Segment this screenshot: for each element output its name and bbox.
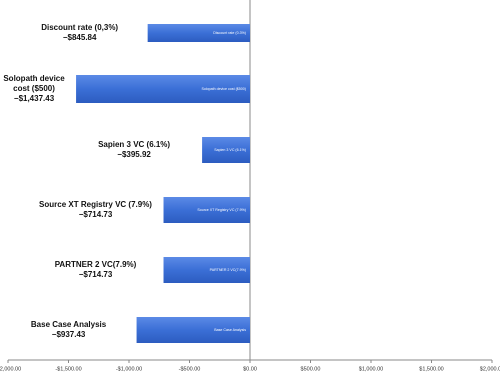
value-label: −$714.73 (78, 270, 113, 279)
bar (76, 75, 250, 103)
category-label-group: Sapien 3 VC (6.1%) −$395.92 (74, 140, 194, 160)
bar-label: Base Case Analysis (214, 328, 246, 332)
x-tick-label: $2,000.00 (480, 366, 500, 372)
value-label: −$395.92 (117, 150, 151, 159)
category-label: PARTNER 2 VC(7.9%) (54, 260, 137, 269)
value-label: −$937.43 (51, 330, 86, 339)
category-label-group: Solopath device cost ($500) −$1,437.43 (0, 74, 68, 104)
bar-label: PARTNER 2 VC(7.9%) (210, 268, 246, 272)
bar (147, 24, 250, 42)
category-label: Solopath device cost ($500) (3, 74, 65, 93)
bar (136, 317, 250, 343)
value-label: −$1,437.43 (13, 94, 55, 103)
category-label: Source XT Registry VC (7.9%) (39, 200, 152, 209)
category-label-group: PARTNER 2 VC(7.9%) −$714.73 (36, 260, 156, 280)
x-tick-label: -$500.00 (179, 366, 201, 372)
value-label: −$845.84 (62, 33, 97, 42)
category-label: Sapien 3 VC (6.1%) (98, 140, 171, 149)
x-tick-label: $500.00 (301, 366, 321, 372)
bar (163, 257, 250, 283)
bar-label: Sapien 3 VC (6.1%) (214, 148, 246, 152)
x-tick-label: -$2,000.00 (0, 366, 21, 372)
x-tick-label: $1,000.00 (359, 366, 383, 372)
category-label: Discount rate (0,3%) (41, 23, 119, 32)
x-tick-label: $0.00 (243, 366, 257, 372)
bar-label: Source XT Registry VC (7.9%) (197, 208, 246, 212)
category-label-group: Base Case Analysis −$937.43 (9, 320, 129, 340)
bar (163, 197, 250, 223)
category-label-group: Source XT Registry VC (7.9%) −$714.73 (36, 200, 156, 220)
category-label: Base Case Analysis (30, 320, 107, 329)
x-tick-label: $1,500.00 (419, 366, 443, 372)
value-label: −$714.73 (78, 210, 113, 219)
bar-label: Discount rate (0.3%) (213, 31, 246, 35)
bar-label: Solopath device cost ($500) (201, 87, 246, 91)
category-label-group: Discount rate (0,3%) −$845.84 (20, 23, 140, 43)
x-tick-label: -$1,000.00 (116, 366, 142, 372)
x-tick-label: -$1,500.00 (55, 366, 81, 372)
bar (202, 137, 250, 163)
